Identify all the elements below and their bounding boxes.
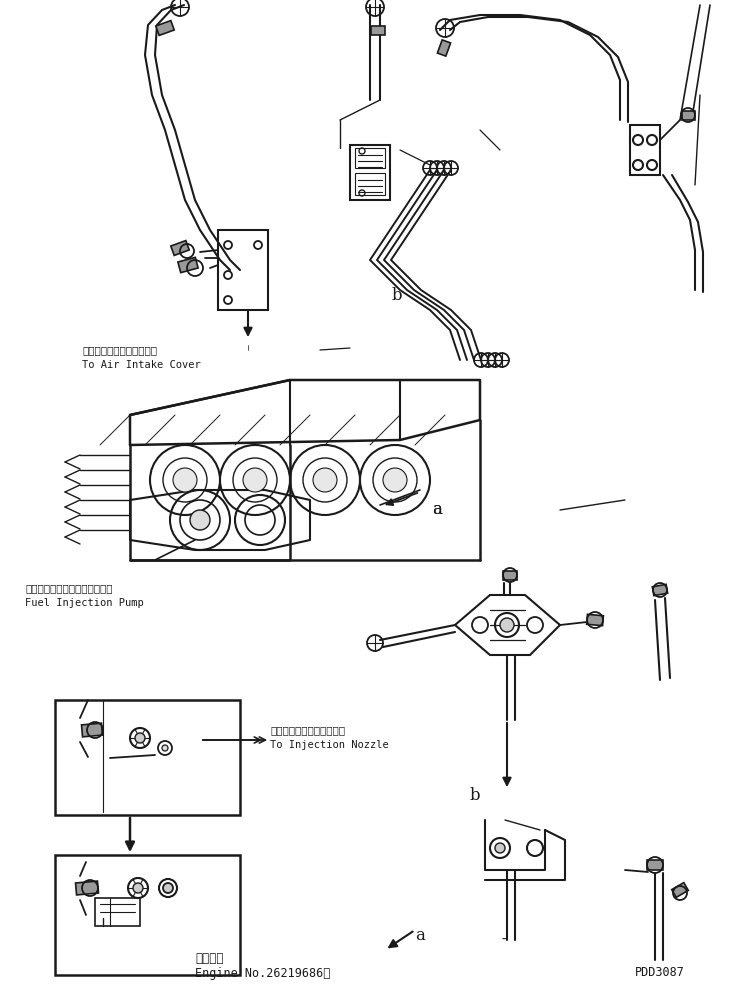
Polygon shape (371, 26, 385, 35)
Polygon shape (81, 723, 102, 737)
Circle shape (383, 468, 407, 492)
Circle shape (162, 745, 168, 751)
Text: Engine No.26219686～: Engine No.26219686～ (195, 966, 330, 979)
Circle shape (500, 618, 514, 632)
Bar (95, 898, 140, 926)
Polygon shape (75, 881, 99, 895)
Bar (355, 173, 385, 195)
Circle shape (190, 510, 210, 530)
Bar (55, 700, 240, 815)
Circle shape (135, 733, 145, 743)
Text: b: b (470, 786, 481, 803)
Polygon shape (652, 584, 668, 595)
Polygon shape (681, 111, 695, 120)
Text: b: b (392, 287, 403, 304)
Text: PDD3087: PDD3087 (635, 966, 685, 979)
Polygon shape (503, 570, 517, 579)
Text: a: a (415, 926, 425, 943)
Text: フェルインジェクションポンプ: フェルインジェクションポンプ (25, 583, 113, 593)
Bar (55, 855, 240, 975)
Bar (218, 230, 268, 310)
Bar (350, 145, 390, 200)
Circle shape (243, 468, 267, 492)
Text: a: a (432, 501, 442, 518)
Polygon shape (156, 21, 174, 35)
Circle shape (163, 883, 173, 893)
Text: Fuel Injection Pump: Fuel Injection Pump (25, 598, 143, 608)
Bar (630, 125, 660, 175)
Text: a: a (432, 501, 442, 518)
Text: 適用号機: 適用号機 (195, 951, 223, 964)
Text: To Air Intake Cover: To Air Intake Cover (82, 360, 201, 370)
Text: インジェクションノズルへ: インジェクションノズルへ (270, 725, 345, 735)
Text: To Injection Nozzle: To Injection Nozzle (270, 740, 389, 750)
Circle shape (495, 843, 505, 853)
Bar (355, 148, 385, 168)
Polygon shape (438, 40, 451, 56)
Polygon shape (672, 882, 688, 897)
Polygon shape (178, 258, 198, 273)
Circle shape (313, 468, 337, 492)
Circle shape (133, 883, 143, 893)
Polygon shape (171, 241, 190, 256)
Polygon shape (647, 860, 663, 870)
Polygon shape (586, 614, 603, 625)
Text: エアーインテークカバーへ: エアーインテークカバーへ (82, 345, 157, 355)
Text: -: - (500, 933, 509, 947)
Circle shape (173, 468, 197, 492)
